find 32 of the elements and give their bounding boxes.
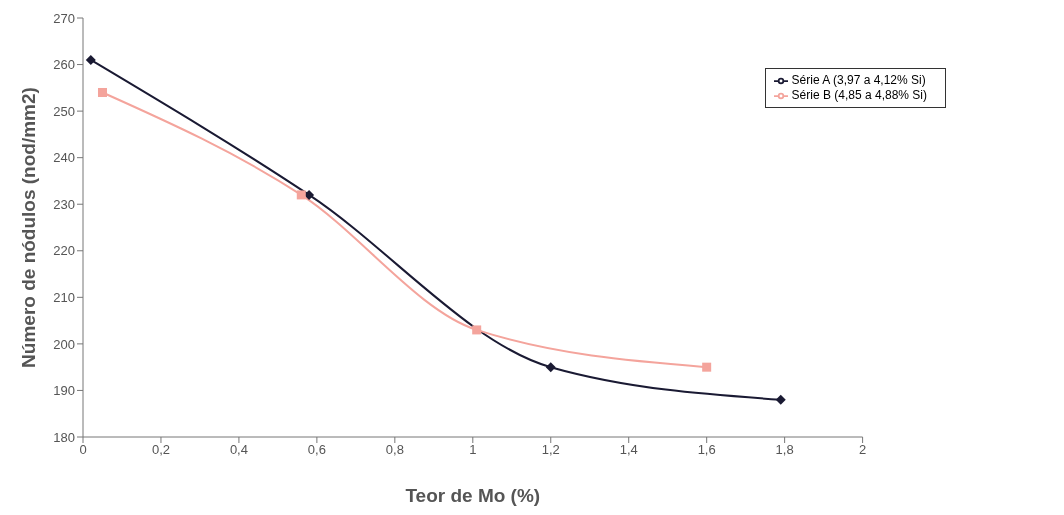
point bbox=[472, 325, 482, 335]
point bbox=[85, 54, 96, 65]
point bbox=[97, 87, 107, 97]
y-tick-label: 190 bbox=[53, 383, 75, 399]
point bbox=[545, 362, 556, 373]
x-axis-title: Teor de Mo (%) bbox=[405, 485, 541, 507]
y-axis-title: Número de nódulos (nod/mm2) bbox=[17, 87, 39, 368]
x-tick-label: 0,6 bbox=[307, 442, 326, 458]
y-tick-label: 210 bbox=[53, 289, 75, 305]
x-tick-label: 0,2 bbox=[151, 442, 170, 458]
point bbox=[296, 190, 306, 200]
point bbox=[775, 394, 786, 405]
y-tick-label: 230 bbox=[53, 196, 75, 212]
y-tick-label: 260 bbox=[53, 57, 75, 73]
x-tick-label: 1,2 bbox=[541, 442, 560, 458]
y-tick-label: 180 bbox=[53, 429, 75, 445]
legend-label: Série B (4,85 a 4,88% Si) bbox=[791, 87, 927, 102]
x-tick-label: 0,8 bbox=[385, 442, 404, 458]
x-tick-label: 0,4 bbox=[229, 442, 248, 458]
y-tick-label: 200 bbox=[53, 336, 75, 352]
legend-label: Série A (3,97 a 4,12% Si) bbox=[791, 73, 926, 87]
y-tick-label: 250 bbox=[53, 103, 75, 119]
x-tick-label: 0 bbox=[79, 442, 87, 458]
x-tick-label: 1,6 bbox=[697, 442, 716, 458]
y-tick-label: 270 bbox=[53, 10, 75, 26]
x-tick-label: 1 bbox=[469, 442, 477, 458]
x-tick-label: 2 bbox=[858, 442, 867, 458]
x-tick-label: 1,8 bbox=[775, 442, 794, 458]
point bbox=[702, 362, 712, 372]
y-tick-label: 220 bbox=[53, 243, 75, 259]
x-tick-label: 1,4 bbox=[619, 442, 638, 458]
y-tick-label: 240 bbox=[53, 150, 75, 166]
